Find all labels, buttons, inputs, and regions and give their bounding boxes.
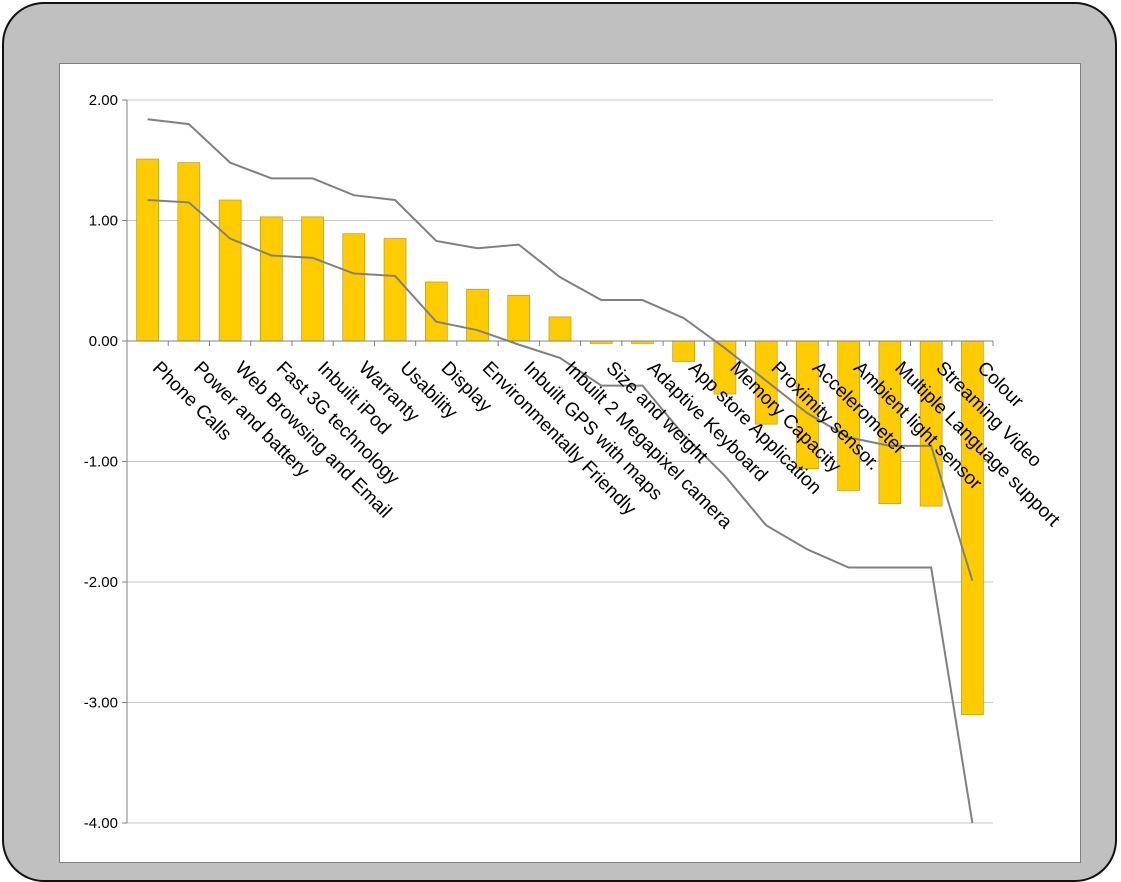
bar	[218, 199, 242, 342]
y-tick-label: -1.00	[84, 454, 118, 471]
bar	[507, 294, 531, 342]
bar	[136, 158, 159, 342]
bar	[260, 216, 283, 342]
bar	[424, 281, 448, 342]
y-tick-label: 2.00	[89, 92, 118, 109]
bar	[383, 238, 407, 342]
bar	[548, 316, 572, 342]
y-tick-label: -3.00	[84, 695, 118, 712]
bar	[342, 233, 366, 342]
series-line	[147, 199, 974, 824]
bar	[177, 162, 201, 342]
series-line	[147, 118, 974, 582]
plot-area: 2.00 1.00 0.00 -1.00 -2.00 -3.00 -4.00 Phone Ca…	[59, 63, 1081, 863]
series-lines	[147, 118, 974, 824]
bar	[672, 340, 696, 362]
bar	[301, 216, 324, 342]
y-tick-label: -2.00	[84, 574, 118, 591]
axes	[122, 99, 994, 824]
y-tick-label: -4.00	[84, 815, 118, 832]
y-tick-label: 0.00	[89, 333, 118, 350]
y-tick-label: 1.00	[89, 213, 118, 230]
bars	[136, 158, 984, 715]
